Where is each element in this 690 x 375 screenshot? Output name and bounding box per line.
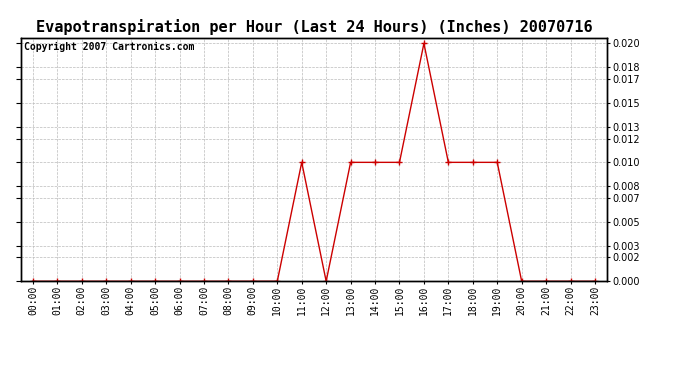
Title: Evapotranspiration per Hour (Last 24 Hours) (Inches) 20070716: Evapotranspiration per Hour (Last 24 Hou… — [36, 19, 592, 35]
Text: Copyright 2007 Cartronics.com: Copyright 2007 Cartronics.com — [23, 42, 194, 52]
